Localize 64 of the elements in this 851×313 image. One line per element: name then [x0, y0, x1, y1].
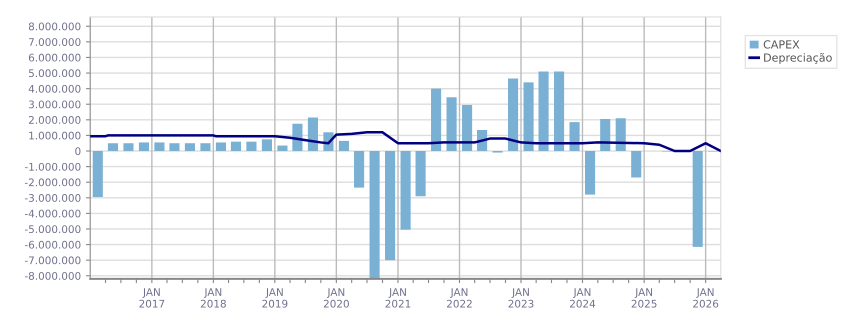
bar — [585, 151, 596, 195]
y-tick-label: 8.000.000 — [28, 22, 80, 30]
y-tick-label: 5.000.000 — [28, 69, 80, 78]
bar — [200, 143, 210, 152]
bar — [370, 151, 380, 279]
bar — [292, 124, 302, 152]
bar — [184, 143, 195, 152]
y-tick-label: 0 — [75, 147, 80, 156]
bar — [400, 151, 411, 230]
bar — [416, 151, 426, 196]
x-tick-label: JAN 2022 — [447, 288, 472, 308]
legend-label: CAPEX — [764, 40, 800, 49]
bar — [462, 105, 472, 152]
y-tick-label: 6.000.000 — [28, 54, 80, 62]
x-tick-label: JAN 2024 — [570, 288, 596, 308]
bar — [692, 151, 703, 247]
y-tick-label: -8.000.000 — [24, 272, 80, 280]
bar — [354, 151, 364, 188]
x-tick-label: JAN 2026 — [693, 288, 718, 308]
bar — [308, 117, 318, 152]
bar — [216, 142, 226, 152]
bar — [385, 151, 396, 260]
bar — [154, 142, 164, 152]
bar — [616, 118, 626, 152]
bar — [123, 143, 134, 152]
y-tick-label: 3.000.000 — [28, 100, 80, 108]
bar — [570, 122, 580, 152]
y-tick-label: 4.000.000 — [28, 84, 80, 93]
bar — [277, 146, 288, 152]
bar — [538, 71, 549, 152]
bar — [108, 143, 118, 152]
y-tick-label: 7.000.000 — [29, 38, 80, 46]
y-tick-label: -7.000.000 — [24, 256, 80, 264]
bar — [138, 142, 150, 152]
y-tick-label: 1.000.000 — [29, 132, 80, 140]
bar — [554, 71, 564, 152]
y-tick-label: -5.000.000 — [24, 225, 80, 234]
legend-label: Depreciação — [764, 52, 832, 64]
bar — [262, 139, 272, 152]
bar — [524, 82, 534, 152]
y-tick-label: -1.000.000 — [24, 162, 80, 171]
x-tick-label: JAN 2017 — [139, 288, 164, 308]
x-tick-label: JAN 2021 — [386, 288, 410, 308]
y-tick-label: -4.000.000 — [24, 210, 80, 218]
bar — [169, 143, 180, 152]
bar — [246, 142, 256, 152]
bar — [631, 151, 642, 178]
x-tick-label: JAN 2023 — [508, 288, 534, 308]
y-tick-label: -6.000.000 — [24, 240, 80, 249]
bar — [92, 151, 103, 198]
bar — [230, 142, 241, 152]
x-tick-label: JAN 2020 — [324, 288, 349, 308]
line-series — [90, 131, 721, 152]
x-tick-label: JAN 2019 — [262, 288, 288, 308]
bar — [508, 78, 518, 152]
bar — [338, 140, 349, 152]
y-tick-label: -2.000.000 — [24, 178, 80, 186]
bar — [446, 97, 457, 152]
x-tick-label: JAN 2018 — [200, 288, 226, 308]
bar — [600, 119, 610, 152]
y-tick-label: -3.000.000 — [24, 194, 80, 202]
x-tick-label: JAN 2025 — [632, 288, 656, 308]
y-tick-label: 2.000.000 — [28, 116, 80, 124]
bar — [431, 88, 442, 152]
